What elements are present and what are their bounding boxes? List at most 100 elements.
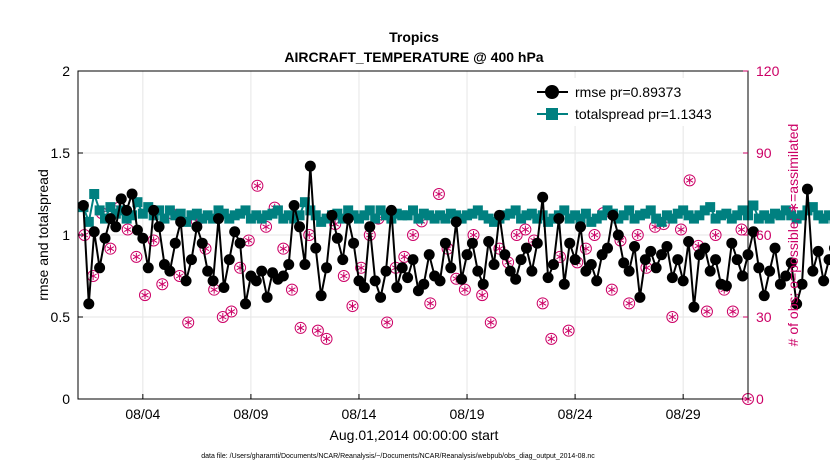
assimilated-obs-point [590, 231, 599, 239]
possible-obs-point [562, 324, 575, 337]
rmse-point [402, 272, 414, 284]
possible-obs-point [536, 297, 549, 310]
totalspread-point [213, 205, 224, 216]
rmse-point [250, 275, 262, 287]
legend-rmse-label: rmse pr=0.89373 [575, 84, 681, 100]
possible-obs-point [631, 229, 644, 241]
rmse-point [337, 254, 349, 266]
totalspread-point [94, 205, 105, 216]
totalspread-point [813, 210, 824, 221]
totalspread-point [359, 210, 370, 221]
rmse-point [131, 224, 143, 236]
rmse-point [126, 188, 138, 200]
totalspread-point [294, 210, 305, 221]
totalspread-point [429, 213, 440, 224]
rmse-series [77, 160, 830, 313]
totalspread-point [121, 213, 132, 224]
rmse-point [445, 262, 457, 274]
totalspread-point [721, 208, 732, 219]
rmse-point [153, 221, 165, 233]
totalspread-point [299, 197, 310, 208]
rmse-point [202, 265, 214, 277]
totalspread-point [640, 208, 651, 219]
legend-spread-label: totalspread pr=1.1343 [575, 106, 712, 122]
rmse-point [121, 204, 133, 216]
rmse-point [115, 193, 127, 205]
y-axis-right-label: # of obs: o=possible; ∗=assimilated [785, 124, 801, 347]
totalspread-point [262, 210, 273, 221]
rmse-point [218, 281, 230, 293]
totalspread-point [202, 210, 213, 221]
rmse-point [88, 226, 100, 238]
possible-obs-point [104, 242, 117, 255]
possible-obs-point [683, 174, 696, 187]
rmse-point [666, 272, 678, 284]
rmse-point [439, 237, 451, 249]
possible-obs-point [458, 283, 471, 296]
totalspread-point [413, 213, 424, 224]
rmse-point [607, 209, 619, 221]
totalspread-point [197, 213, 208, 224]
assimilated-obs-point [426, 299, 435, 308]
totalspread-point [164, 205, 175, 216]
y-right-tick-label: 0 [756, 391, 764, 407]
assimilated-obs-point [400, 252, 409, 261]
totalspread-point [656, 216, 667, 227]
rmse-point [212, 213, 224, 225]
rmse-point [737, 270, 749, 282]
possible-obs-point [311, 324, 324, 337]
possible-obs-point [294, 321, 307, 334]
rmse-point [358, 281, 370, 293]
totalspread-point [240, 205, 251, 216]
totalspread-point [651, 213, 662, 224]
assimilated-obs-point [288, 285, 296, 294]
rmse-point [504, 265, 516, 277]
y-tick-label: 1 [62, 227, 70, 243]
rmse-point [823, 254, 830, 266]
rmse-point [137, 232, 149, 244]
rmse-point [283, 259, 295, 271]
possible-obs-point [666, 311, 679, 323]
rmse-point [720, 280, 732, 292]
totalspread-point [89, 189, 100, 199]
totalspread-point [289, 213, 300, 224]
totalspread-point [737, 205, 748, 216]
totalspread-point [343, 205, 354, 216]
rmse-point [169, 237, 181, 249]
totalspread-point [667, 213, 678, 224]
y-tick-label: 0 [62, 391, 70, 407]
rmse-point [385, 204, 397, 216]
x-tick-label: 08/04 [125, 406, 160, 422]
rmse-point [488, 259, 500, 271]
rmse-point [515, 254, 527, 266]
rmse-point [796, 278, 808, 290]
totalspread-point [251, 210, 262, 221]
rmse-point [299, 259, 311, 271]
assimilated-obs-point [158, 280, 167, 289]
totalspread-point [732, 210, 743, 221]
rmse-point [537, 191, 549, 203]
y-right-tick-label: 90 [756, 145, 772, 161]
rmse-point [623, 265, 635, 277]
assimilated-obs-point [495, 244, 504, 253]
totalspread-point [526, 208, 537, 219]
assimilated-obs-point [521, 225, 530, 234]
rmse-point [450, 216, 462, 228]
rmse-point [396, 262, 408, 274]
possible-obs-point [709, 229, 722, 241]
rmse-point [639, 254, 651, 266]
totalspread-point [245, 213, 256, 224]
totalspread-point [580, 208, 591, 219]
y-tick-label: 1.5 [51, 145, 71, 161]
rmse-point [483, 236, 495, 248]
rmse-point [342, 213, 354, 225]
rmse-point [477, 278, 489, 290]
rmse-point [591, 275, 603, 287]
totalspread-point [634, 210, 645, 221]
totalspread-point [332, 208, 343, 219]
totalspread-point [672, 208, 683, 219]
totalspread-point [483, 213, 494, 224]
chart-title: Tropics [389, 29, 439, 45]
legend-rmse-marker [545, 85, 559, 99]
rmse-point [256, 265, 268, 277]
